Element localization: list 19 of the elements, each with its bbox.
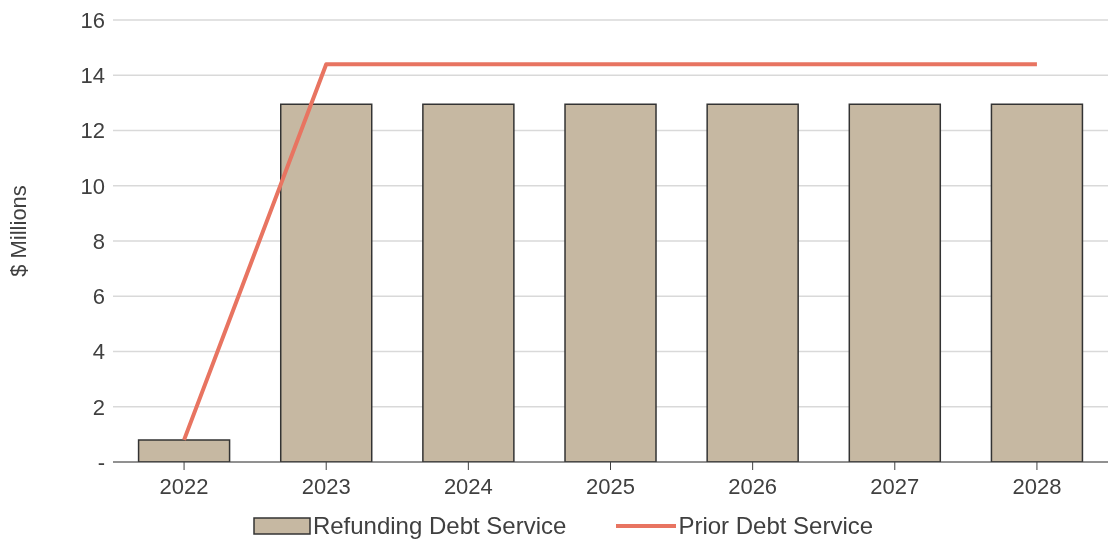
y-tick-label: 12: [80, 118, 105, 144]
y-tick-label: 16: [80, 7, 105, 33]
y-tick-label: 10: [80, 173, 105, 199]
y-axis-title: $ Millions: [5, 185, 31, 277]
x-tick-label: 2027: [870, 473, 920, 499]
x-tick-label: 2025: [586, 473, 635, 499]
x-tick-label: 2026: [728, 473, 778, 499]
y-tick-label: 6: [92, 284, 105, 310]
x-tick-label: 2023: [301, 473, 351, 499]
x-tick-label: 2022: [159, 473, 209, 499]
y-tick-label: 2: [92, 394, 105, 420]
y-tick-label: -: [97, 449, 105, 475]
x-tick-label: 2024: [443, 473, 493, 499]
legend-label: Refunding Debt Service: [312, 512, 567, 540]
legend-label: Prior Debt Service: [678, 512, 874, 540]
y-tick-label: 8: [92, 228, 105, 254]
x-tick-label: 2028: [1012, 473, 1062, 499]
y-tick-label: 4: [92, 339, 105, 365]
y-tick-label: 14: [80, 63, 105, 89]
